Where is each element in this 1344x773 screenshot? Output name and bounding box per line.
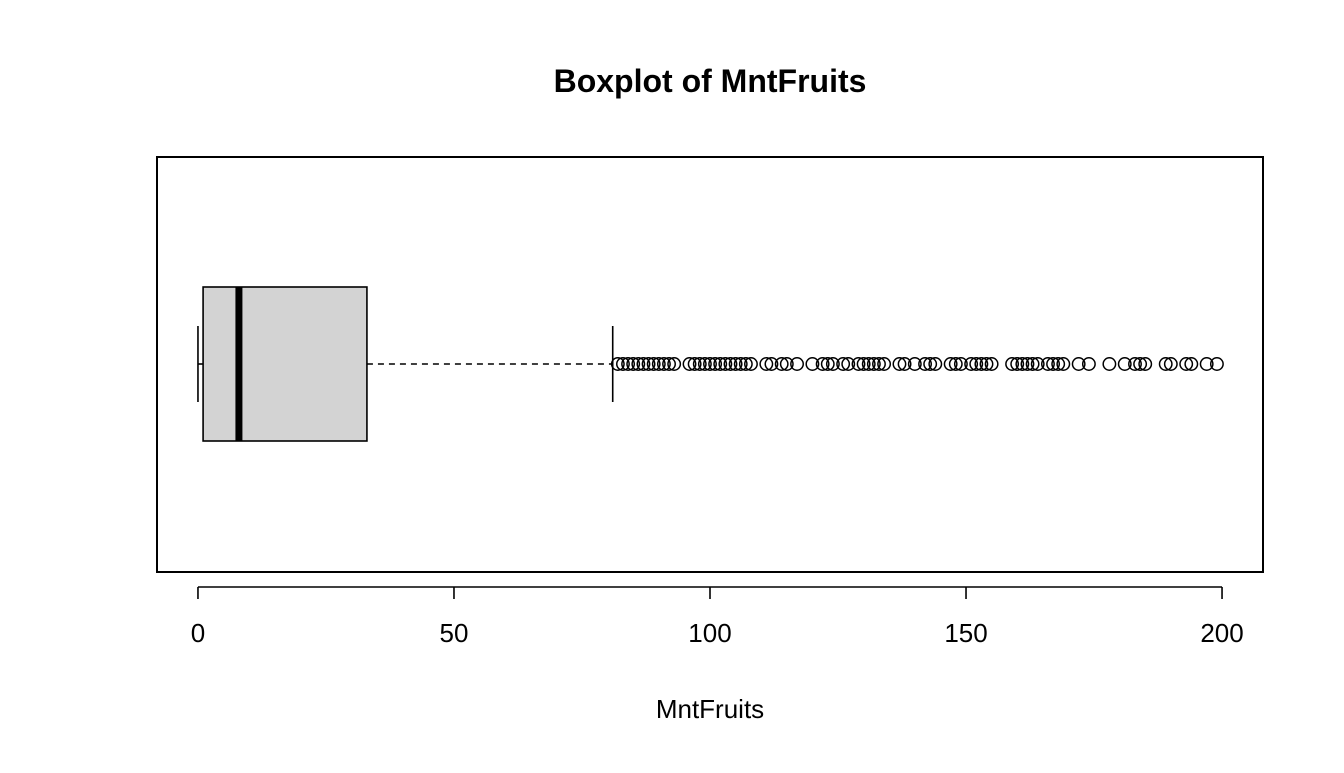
outlier-point (892, 357, 907, 371)
outlier-point (836, 357, 851, 371)
outlier-point (662, 357, 676, 371)
outlier-point (1020, 357, 1035, 371)
interquartile-box (202, 286, 368, 442)
x-tick-label: 100 (688, 618, 731, 648)
outlier-point (779, 357, 794, 371)
x-tick-label: 0 (191, 618, 205, 648)
outlier-point (708, 357, 723, 371)
outlier-point (759, 357, 774, 371)
outlier-points (610, 357, 1224, 371)
outlier-point (738, 357, 753, 371)
outlier-point (1051, 357, 1066, 371)
outlier-point (918, 357, 933, 371)
chart-title: Boxplot of MntFruits (554, 63, 867, 99)
outlier-point (964, 357, 979, 371)
outlier-point (877, 357, 892, 371)
outlier-point (703, 357, 717, 371)
outlier-point (1179, 357, 1194, 371)
outlier-point (974, 357, 989, 371)
x-axis-label: MntFruits (656, 694, 764, 724)
outlier-point (1128, 357, 1142, 371)
outlier-point (928, 357, 943, 371)
outlier-point (692, 357, 707, 371)
outlier-point (825, 357, 840, 371)
outlier-point (636, 357, 651, 371)
outlier-point (861, 357, 876, 371)
outlier-point (656, 357, 671, 371)
x-tick-label: 150 (944, 618, 987, 648)
outlier-point (943, 357, 958, 371)
outlier-point (820, 357, 835, 371)
outlier-point (948, 357, 963, 371)
outlier-point (1030, 357, 1045, 371)
outlier-point (682, 357, 697, 371)
outlier-point (815, 357, 830, 371)
outlier-point (1138, 357, 1153, 371)
outlier-point (1005, 357, 1020, 371)
x-tick-label: 200 (1200, 618, 1243, 648)
outlier-point (923, 357, 938, 371)
outlier-point (1025, 357, 1040, 371)
outlier-point (1184, 357, 1199, 371)
outlier-point (1040, 357, 1055, 371)
outlier-point (1133, 357, 1148, 371)
outlier-point (1102, 357, 1117, 371)
outlier-point (1015, 357, 1030, 371)
outlier-point (723, 357, 738, 371)
outlier-point (1010, 357, 1025, 371)
outlier-point (733, 357, 748, 371)
outlier-point (646, 357, 661, 371)
x-tick-label: 50 (440, 618, 469, 648)
outlier-point (687, 357, 702, 371)
outlier-point (841, 357, 856, 371)
outlier-point (1081, 357, 1096, 371)
outlier-point (907, 357, 922, 371)
outlier-point (969, 357, 984, 371)
outlier-point (856, 357, 871, 371)
outlier-point (1046, 357, 1061, 371)
outlier-point (953, 357, 968, 371)
outlier-point (764, 357, 779, 371)
outlier-point (744, 357, 758, 371)
outlier-point (851, 357, 866, 371)
outlier-point (1209, 357, 1224, 371)
outlier-point (1163, 357, 1178, 371)
outlier-point (790, 357, 804, 371)
outlier-point (979, 357, 994, 371)
outlier-point (641, 357, 656, 371)
outlier-point (610, 357, 625, 371)
x-axis: 0 50 100 150 200 (191, 586, 1244, 648)
outlier-point (774, 357, 789, 371)
outlier-point (1117, 357, 1132, 371)
outlier-point (616, 357, 630, 371)
outlier-point (697, 357, 712, 371)
outlier-point (984, 357, 999, 371)
outlier-point (866, 357, 881, 371)
outlier-point (1071, 357, 1086, 371)
outlier-point (667, 357, 682, 371)
outlier-point (718, 357, 733, 371)
outlier-point (1158, 357, 1173, 371)
outlier-point (626, 357, 641, 371)
outlier-point (1056, 357, 1071, 371)
outlier-point (872, 357, 886, 371)
outlier-point (713, 357, 728, 371)
outlier-point (631, 357, 646, 371)
outlier-point (897, 357, 912, 371)
outlier-point (621, 357, 636, 371)
outlier-point (1199, 357, 1214, 371)
outlier-point (728, 357, 743, 371)
outlier-point (651, 357, 666, 371)
outlier-point (805, 357, 820, 371)
plot-frame (156, 156, 1264, 573)
boxplot-body (197, 286, 614, 442)
